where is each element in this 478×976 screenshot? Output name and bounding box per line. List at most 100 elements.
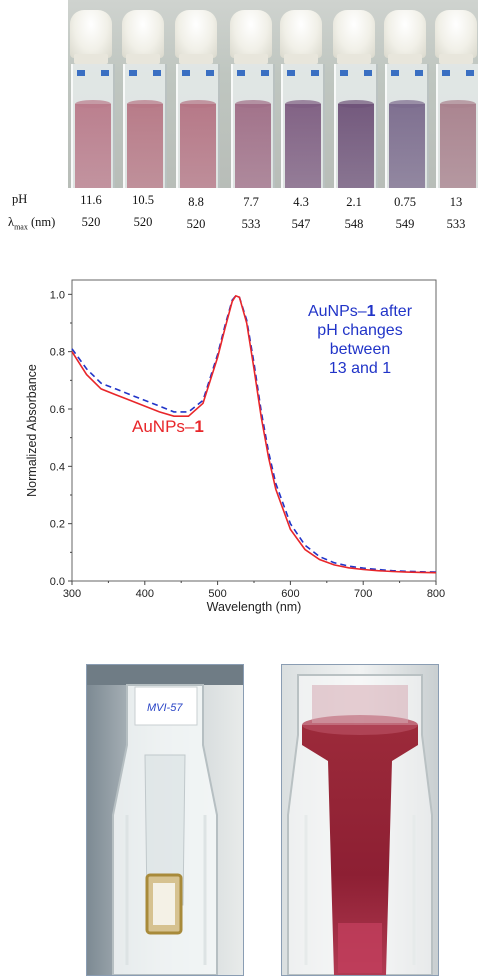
lambda-symbol: λ xyxy=(8,215,15,229)
lambda-max-value: 520 xyxy=(133,215,153,229)
series-line-aunps-1 xyxy=(71,294,437,574)
cuvette-cap xyxy=(280,10,322,58)
cuvette-6 xyxy=(331,10,378,188)
y-tick-label: 0.6 xyxy=(50,404,65,416)
lambda-max-value: 547 xyxy=(291,217,311,231)
ph-row-label: pH xyxy=(12,192,28,206)
cuvette-liquid xyxy=(285,104,321,188)
y-tick-label: 0.2 xyxy=(50,519,65,531)
cuvette-cap xyxy=(333,10,375,58)
series-label-aunps-1-after-line: pH changes xyxy=(317,322,402,339)
lambda-max-value: 549 xyxy=(395,217,415,231)
cuvette-cap-ring xyxy=(439,54,473,64)
handwritten-label: MVI-57 xyxy=(147,702,183,714)
blue-tape-right xyxy=(101,70,109,76)
cuvette-cap xyxy=(175,10,217,58)
cuvette-photo-strip xyxy=(68,0,478,188)
cuvette-3 xyxy=(173,10,220,188)
red-solution-cuvette-photo xyxy=(281,664,439,976)
cuvette-cap-ring xyxy=(179,54,213,64)
x-tick-label: 700 xyxy=(354,588,372,600)
y-tick-label: 0.4 xyxy=(50,461,65,473)
cuvette-glass xyxy=(281,64,325,188)
blue-tape-left xyxy=(340,70,348,76)
cuvette-glass xyxy=(334,64,378,188)
cuvette-glass xyxy=(231,64,275,188)
y-tick-label: 1.0 xyxy=(50,289,65,301)
blue-tape-left xyxy=(237,70,245,76)
blue-tape-right xyxy=(153,70,161,76)
cuvette-liquid xyxy=(127,104,163,188)
ph-value: 10.5 xyxy=(132,193,154,207)
ph-value: 0.75 xyxy=(394,195,416,209)
cuvette-glass xyxy=(71,64,115,188)
cuvette-5 xyxy=(278,10,325,188)
lambda-max-value: 533 xyxy=(241,217,261,231)
cuvette-1 xyxy=(68,10,115,188)
cuvette-cap-ring xyxy=(234,54,268,64)
y-tick-label: 0.0 xyxy=(50,576,65,588)
lambda-row-label: λmax (nm) xyxy=(8,215,55,232)
lambda-subscript: max xyxy=(14,222,28,232)
cuvette-glass xyxy=(176,64,220,188)
ph-value: 8.8 xyxy=(188,195,204,209)
ph-value: 13 xyxy=(449,195,463,209)
cuvette-glass xyxy=(385,64,429,188)
blue-tape-right xyxy=(364,70,372,76)
cuvette-cap xyxy=(230,10,272,58)
cuvette-7 xyxy=(382,10,429,188)
x-tick-label: 600 xyxy=(281,588,299,600)
blue-tape-right xyxy=(311,70,319,76)
blue-tape-left xyxy=(442,70,450,76)
empty-cuvette-photo: MVI-57 xyxy=(86,664,244,976)
absorbance-chart: 0.0 0.2 0.4 0.6 0.8 1.0 300 400 500 600 700 800 Wave… xyxy=(25,279,445,614)
ph-value: 4.3 xyxy=(293,195,309,209)
cuvette-liquid xyxy=(440,104,476,188)
series-label-aunps-1-after-line: between xyxy=(330,341,391,358)
cuvette-liquid xyxy=(75,104,111,188)
lambda-max-value: 520 xyxy=(81,215,101,229)
y-tick-label: 0.8 xyxy=(50,347,65,359)
cuvette-cap-ring xyxy=(126,54,160,64)
series-label-aunps-1-after-line: AuNPs–1 after xyxy=(308,303,413,320)
cuvette-cap-ring xyxy=(337,54,371,64)
ph-value: 2.1 xyxy=(346,195,362,209)
cuvette-glass xyxy=(436,64,478,188)
cuvette-liquid xyxy=(180,104,216,188)
empty-cuvette-illustration: MVI-57 xyxy=(87,665,243,975)
blue-tape-left xyxy=(129,70,137,76)
x-tick-label: 500 xyxy=(208,588,226,600)
cuvette-glass xyxy=(123,64,167,188)
x-tick-label: 400 xyxy=(136,588,154,600)
ph-value: 11.6 xyxy=(80,193,102,207)
cuvette-2 xyxy=(120,10,167,188)
cuvette-cap xyxy=(70,10,112,58)
x-axis-label: Wavelength (nm) xyxy=(207,600,302,614)
red-cuvette-illustration xyxy=(282,665,438,975)
cuvette-liquid xyxy=(389,104,425,188)
cuvette-cap-ring xyxy=(388,54,422,64)
lambda-unit: (nm) xyxy=(30,215,56,229)
series-label-aunps-1-after-line: 13 and 1 xyxy=(329,360,391,377)
series-label-aunps-1: AuNPs–1 xyxy=(132,417,204,436)
blue-tape-right xyxy=(415,70,423,76)
cuvette-cap xyxy=(435,10,477,58)
lambda-max-value: 533 xyxy=(446,217,466,231)
y-axis-label: Normalized Absorbance xyxy=(25,364,39,497)
x-tick-label: 800 xyxy=(427,588,445,600)
blue-tape-right xyxy=(261,70,269,76)
cuvette-cap-ring xyxy=(284,54,318,64)
cuvette-liquid xyxy=(235,104,271,188)
blue-tape-left xyxy=(77,70,85,76)
blue-tape-right xyxy=(466,70,474,76)
cuvette-cap-ring xyxy=(74,54,108,64)
blue-tape-left xyxy=(287,70,295,76)
cuvette-cap xyxy=(122,10,164,58)
cuvette-4 xyxy=(228,10,275,188)
cuvette-cap xyxy=(384,10,426,58)
lambda-max-value: 548 xyxy=(344,217,364,231)
x-tick-label: 300 xyxy=(63,588,81,600)
cuvette-liquid xyxy=(338,104,374,188)
ph-value: 7.7 xyxy=(243,195,259,209)
blue-tape-left xyxy=(182,70,190,76)
